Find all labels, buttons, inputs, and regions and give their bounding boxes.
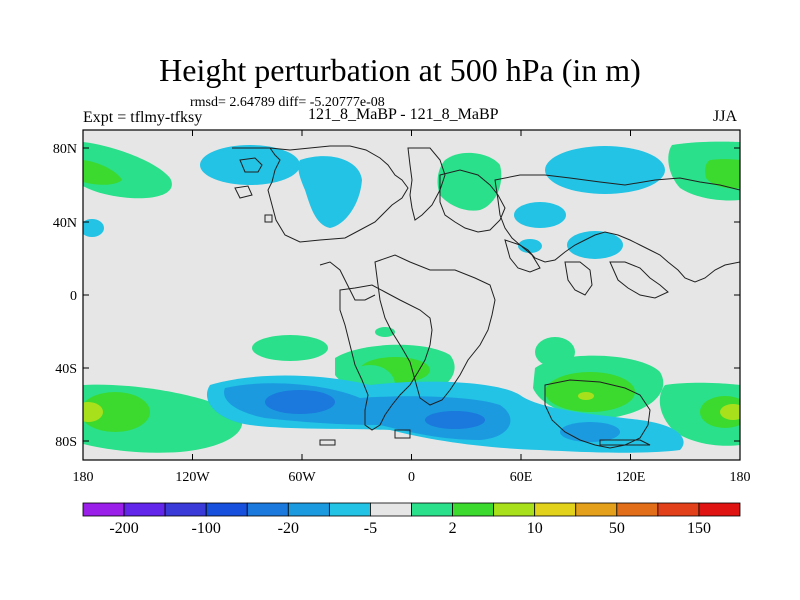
colorbar-swatch bbox=[657, 502, 700, 517]
lon-tick-label: 60E bbox=[510, 470, 533, 485]
colorbar-label: 150 bbox=[687, 520, 711, 537]
latitude-axis: 80N 40N 0 40S 80S bbox=[53, 142, 740, 450]
colorbar-swatch bbox=[205, 502, 248, 517]
lon-tick-label: 60W bbox=[288, 470, 316, 485]
anomaly-south-east-peak bbox=[720, 404, 740, 420]
lon-tick-label: 180 bbox=[73, 470, 94, 485]
colorbar-label: -100 bbox=[192, 520, 221, 537]
colorbar-swatch bbox=[698, 502, 741, 517]
coast-central-america bbox=[319, 261, 376, 301]
colorbar-swatch bbox=[575, 502, 618, 517]
anomaly-europe-blue bbox=[514, 202, 566, 228]
anomaly-north-atlantic bbox=[298, 156, 362, 228]
lon-tick-label: 120W bbox=[175, 470, 210, 485]
anomaly-scandinavia bbox=[437, 152, 502, 211]
colorbar-label: 2 bbox=[449, 520, 457, 537]
colorbar-swatch bbox=[328, 502, 371, 517]
colorbar-label: 50 bbox=[609, 520, 625, 537]
colorbar-label: -200 bbox=[109, 520, 138, 537]
colorbar-label: -20 bbox=[278, 520, 299, 537]
colorbar-swatch bbox=[246, 502, 289, 517]
colorbar-swatch bbox=[82, 502, 125, 517]
colorbar-swatch bbox=[616, 502, 659, 517]
coast-se-asia bbox=[609, 261, 669, 299]
stats-label: rmsd= 2.64789 diff= -5.20777e-08 bbox=[190, 95, 385, 110]
coast-canada-islands bbox=[234, 157, 273, 223]
colorbar-swatch bbox=[164, 502, 207, 517]
anomaly-central-asia bbox=[567, 231, 623, 259]
coast-africa bbox=[374, 254, 496, 406]
anomaly-siberia bbox=[545, 146, 665, 194]
colorbar-labels: -200 -100 -20 -5 2 10 50 150 bbox=[109, 520, 711, 537]
contour-fill bbox=[83, 141, 740, 453]
longitude-axis: 180 120W 60W 0 60E 120E 180 bbox=[73, 130, 751, 485]
coast-india bbox=[564, 261, 593, 296]
anomaly-southern-indian-core bbox=[545, 372, 635, 412]
coast-europe bbox=[439, 169, 506, 233]
anomaly-north-east-core bbox=[705, 159, 740, 189]
anomaly-southern-ocean-east bbox=[560, 422, 620, 442]
lat-tick-label: 40S bbox=[55, 362, 77, 377]
plot-title: Height perturbation at 500 hPa (in m) bbox=[159, 52, 641, 88]
anomaly-southern-ocean-east-core bbox=[425, 411, 485, 429]
anomaly-caspian bbox=[518, 239, 542, 253]
coast-asia bbox=[494, 174, 740, 283]
anomaly-southern-band-east bbox=[535, 337, 575, 367]
case-label: 121_8_MaBP - 121_8_MaBP bbox=[308, 106, 499, 123]
colorbar bbox=[82, 502, 741, 517]
lon-tick-label: 120E bbox=[616, 470, 646, 485]
season-label: JJA bbox=[713, 108, 738, 125]
colorbar-swatch bbox=[123, 502, 166, 517]
anomaly-southern-indian-peak bbox=[578, 392, 594, 400]
lon-tick-label: 180 bbox=[730, 470, 751, 485]
colorbar-label: 10 bbox=[527, 520, 543, 537]
colorbar-label: -5 bbox=[364, 520, 377, 537]
colorbar-swatch bbox=[534, 502, 577, 517]
colorbar-swatch bbox=[411, 502, 453, 517]
coast-arabia bbox=[504, 239, 541, 273]
lat-tick-label: 40N bbox=[53, 216, 77, 231]
lat-tick-label: 80S bbox=[55, 435, 77, 450]
coast-antarctic-fragments bbox=[319, 429, 651, 446]
lat-tick-label: 80N bbox=[53, 142, 77, 157]
colorbar-swatch bbox=[452, 502, 495, 517]
lon-tick-label: 0 bbox=[408, 470, 415, 485]
colorbar-swatch bbox=[370, 502, 412, 517]
coast-greenland bbox=[407, 147, 446, 221]
anomaly-southern-ocean-core bbox=[265, 390, 335, 414]
anomaly-south-west-peak bbox=[83, 402, 103, 422]
lat-tick-label: 0 bbox=[70, 289, 77, 304]
anomaly-south-west-core bbox=[83, 392, 150, 432]
anomaly-south-pacific-green bbox=[252, 335, 328, 361]
anomaly-small-green bbox=[375, 327, 395, 337]
experiment-label: Expt = tflmy-tfksy bbox=[83, 109, 203, 126]
coastlines bbox=[232, 145, 740, 449]
colorbar-swatch bbox=[287, 502, 330, 517]
anomaly-greenland bbox=[200, 145, 300, 185]
colorbar-swatch bbox=[493, 502, 536, 517]
coast-australia bbox=[544, 379, 651, 449]
anomaly-west-pacific bbox=[83, 219, 104, 237]
coast-south-america bbox=[339, 284, 433, 431]
coast-north-america bbox=[232, 145, 409, 243]
anomaly-north-west-core bbox=[83, 160, 122, 185]
